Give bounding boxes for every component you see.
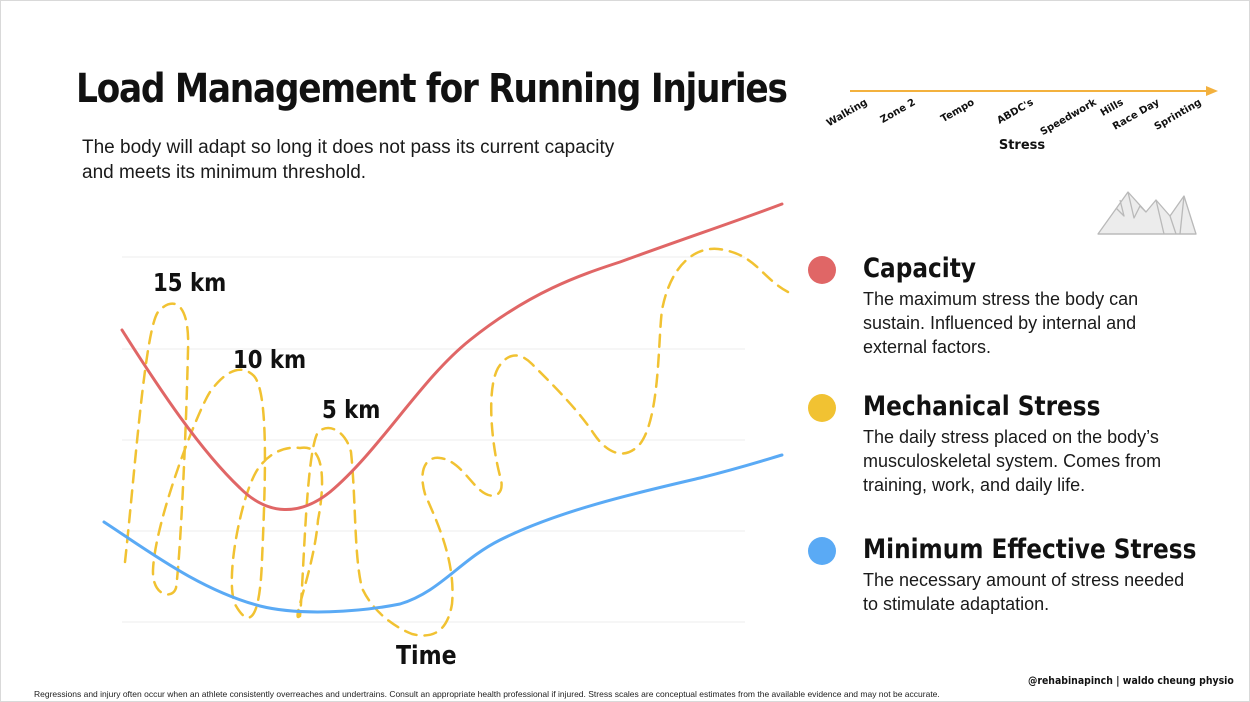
annotation-15km: 15 km [153,268,226,297]
legend-description: The daily stress placed on the body’s mu… [863,427,1162,495]
capacity-line [120,202,784,511]
annotation-10km: 10 km [233,345,306,374]
legend-title: Capacity [863,253,976,284]
page-title: Load Management for Running Injuries [76,66,788,112]
legend-title: Minimum Effective Stress [863,534,1197,565]
page-subtitle: The body will adapt so long it does not … [82,137,615,183]
x-axis-label: Time [396,640,457,670]
legend-description: The necessary amount of stress needed to… [863,570,1185,614]
mechanical-stress-dot [808,394,836,422]
legend-title: Mechanical Stress [863,391,1101,422]
footer-disclaimer: Regressions and injury often occur when … [34,689,940,699]
minimum-effective-stress-line [102,453,784,614]
minimum-effective-stress-dot [808,537,836,565]
legend-description: The maximum stress the body can sustain.… [863,289,1139,357]
annotation-5km: 5 km [322,395,380,424]
mountain-icon [1097,191,1197,235]
capacity-dot [808,256,836,284]
mechanical-stress-line [123,247,790,637]
author-credit: @rehabinapinch | waldo cheung physio [1028,674,1234,687]
